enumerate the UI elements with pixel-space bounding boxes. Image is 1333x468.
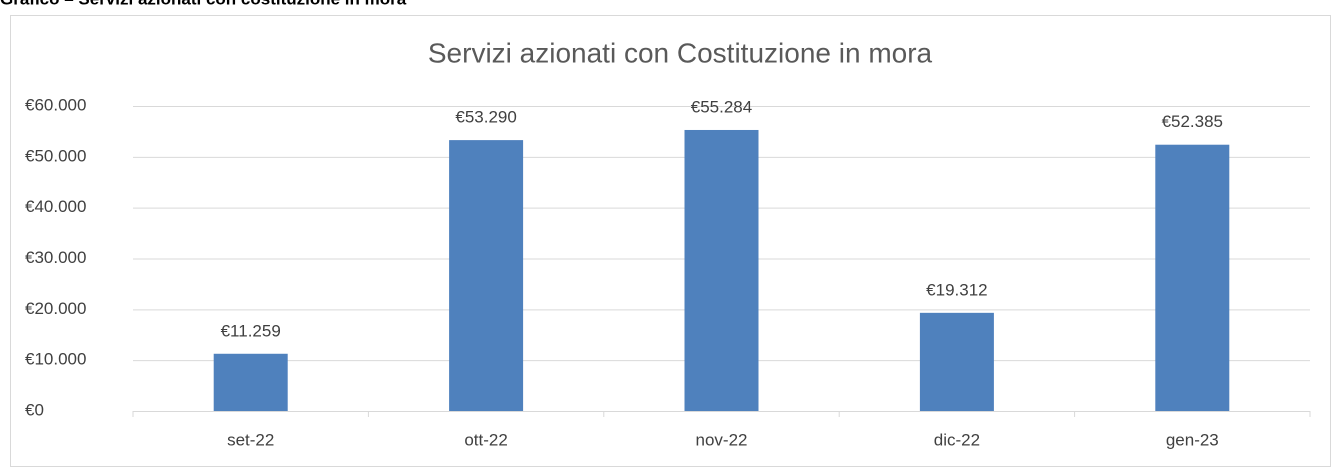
y-tick-label: €40.000	[25, 197, 86, 216]
value-label: €19.312	[926, 280, 987, 299]
chart-title: Servizi azionati con Costituzione in mor…	[428, 37, 933, 68]
bar	[919, 312, 994, 411]
value-label: €53.290	[455, 108, 516, 127]
x-tick-label: dic-22	[934, 430, 980, 449]
value-label: €55.284	[691, 97, 752, 116]
y-tick-label: €50.000	[25, 146, 86, 165]
x-tick-label: ott-22	[464, 430, 507, 449]
y-tick-label: €0	[25, 400, 44, 419]
x-tick-label: gen-23	[1166, 430, 1219, 449]
y-tick-label: €60.000	[25, 95, 86, 114]
bar	[213, 353, 288, 411]
x-tick-label: nov-22	[696, 430, 748, 449]
value-label: €52.385	[1162, 112, 1223, 131]
value-label: €11.259	[221, 321, 281, 340]
y-tick-label: €10.000	[25, 350, 86, 369]
bar	[449, 140, 524, 411]
bar	[1155, 144, 1230, 411]
y-tick-label: €30.000	[25, 248, 86, 267]
chart-frame	[10, 15, 1331, 467]
x-tick-label: set-22	[227, 430, 274, 449]
heading: Grafico – Servizi azionati con costituzi…	[0, 0, 407, 8]
y-tick-label: €20.000	[25, 299, 86, 318]
bar	[684, 129, 759, 411]
